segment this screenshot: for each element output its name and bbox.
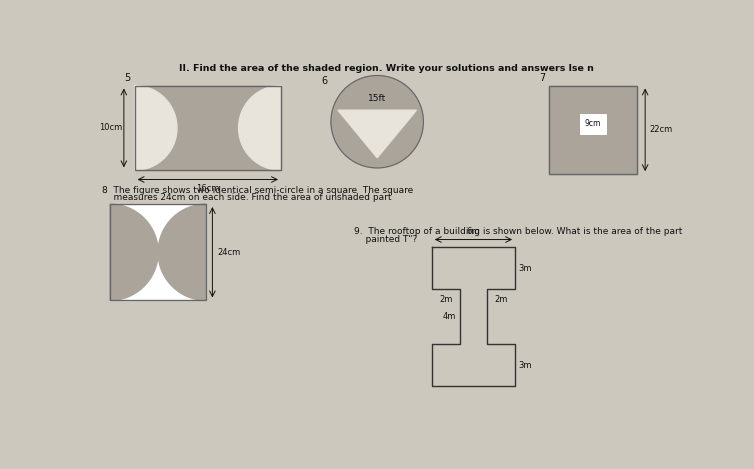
Text: 6m: 6m (467, 227, 480, 236)
Polygon shape (238, 85, 281, 170)
Text: 15ft: 15ft (368, 94, 386, 103)
Circle shape (331, 76, 424, 168)
Text: 2m: 2m (439, 295, 452, 304)
Text: 24cm: 24cm (217, 248, 241, 257)
Bar (135, 85, 281, 170)
Polygon shape (135, 85, 177, 170)
Bar (549, 85, 637, 174)
Polygon shape (110, 204, 158, 300)
Text: measures 24cm on each side. Find the area of unshaded part: measures 24cm on each side. Find the are… (103, 193, 392, 202)
Text: 10cm: 10cm (99, 123, 122, 132)
Text: 5: 5 (124, 73, 130, 83)
Text: 9.  The rooftop of a building is shown below. What is the area of the part: 9. The rooftop of a building is shown be… (354, 227, 682, 236)
Text: 3m: 3m (518, 264, 532, 272)
Text: II. Find the area of the shaded region. Write your solutions and answers lse n: II. Find the area of the shaded region. … (179, 64, 594, 73)
Text: 16cm: 16cm (196, 184, 219, 193)
Bar (549, 85, 637, 174)
Polygon shape (338, 110, 416, 158)
Text: 3m: 3m (518, 361, 532, 370)
Text: 6: 6 (321, 76, 327, 85)
Text: 9cm: 9cm (585, 119, 602, 128)
Text: 7: 7 (539, 73, 545, 83)
Text: 22cm: 22cm (650, 125, 673, 134)
Bar (110, 204, 207, 300)
Text: 2m: 2m (495, 295, 508, 304)
Text: painted T"?: painted T"? (354, 235, 417, 244)
Text: 4m: 4m (443, 312, 456, 321)
Bar (135, 85, 281, 170)
Polygon shape (158, 204, 207, 300)
Bar (580, 113, 606, 134)
Bar (110, 204, 207, 300)
Text: 8  The figure shows two identical semi-circle in a square  The square: 8 The figure shows two identical semi-ci… (103, 186, 413, 195)
